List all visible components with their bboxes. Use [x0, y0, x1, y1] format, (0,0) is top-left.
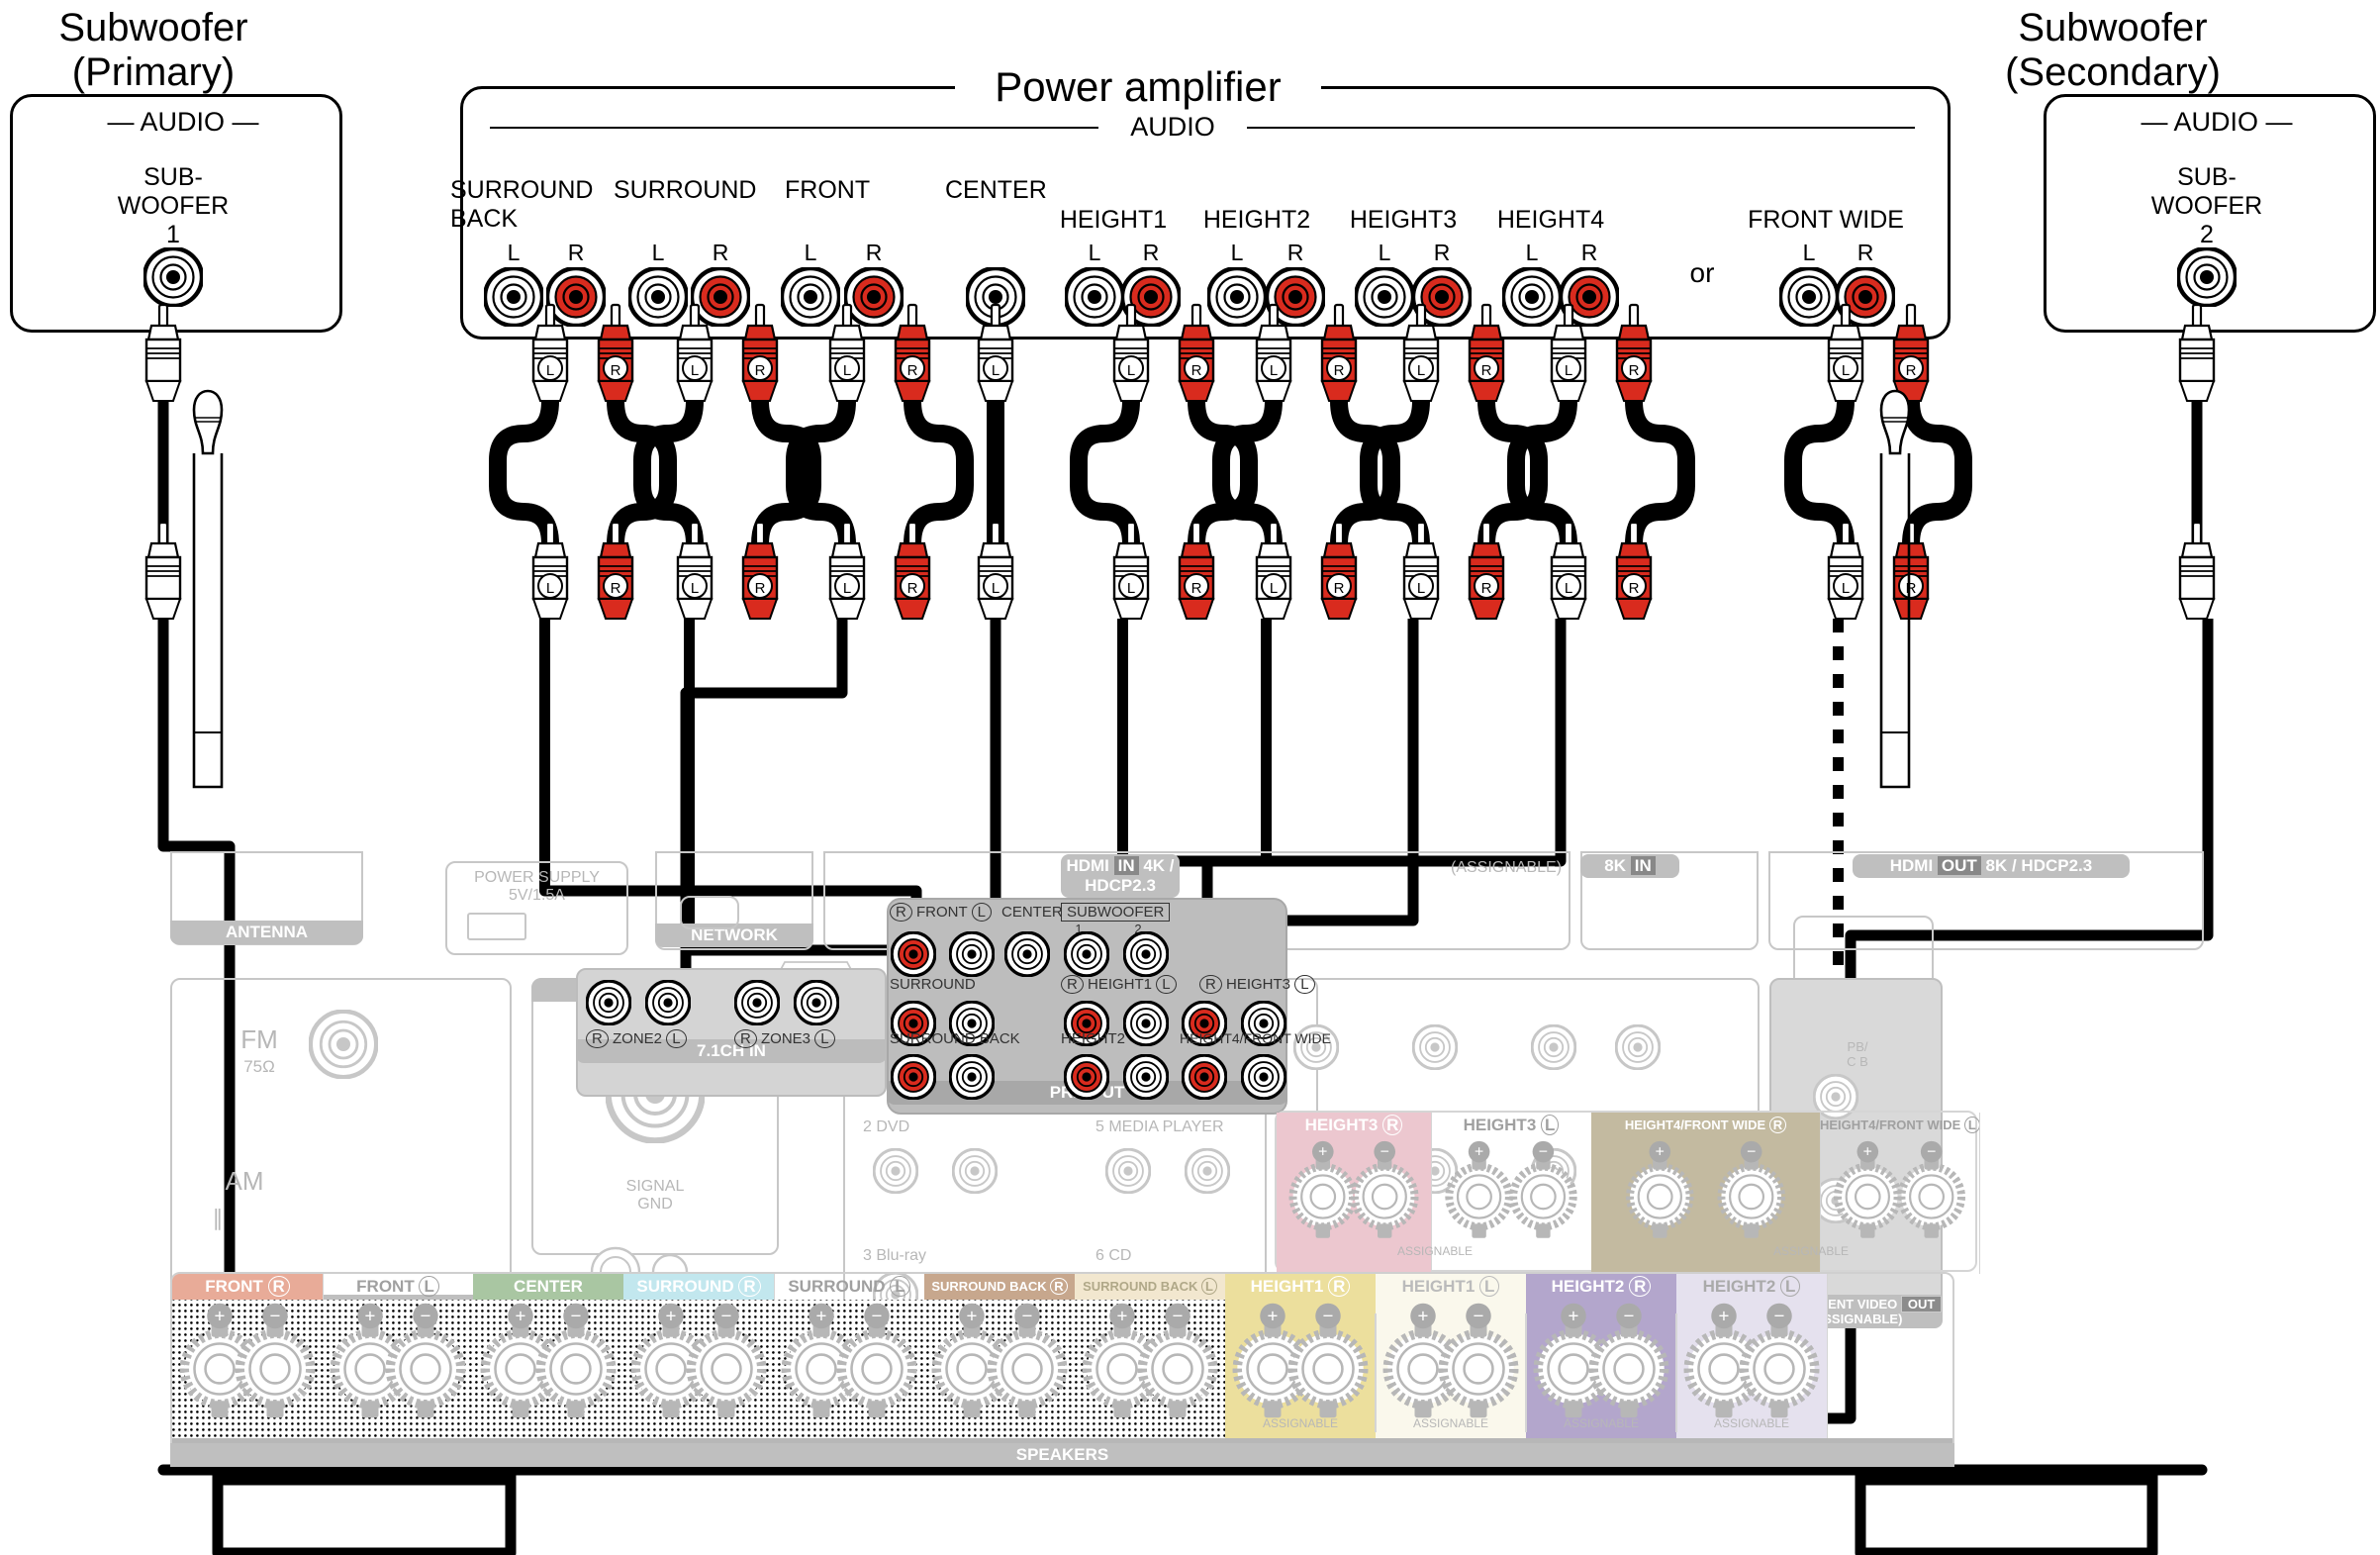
svg-text:+: +: [1719, 1305, 1730, 1325]
svg-text:−: −: [1022, 1305, 1033, 1325]
svg-text:+: +: [1268, 1305, 1279, 1325]
svg-text:+: +: [666, 1305, 677, 1325]
svg-text:+: +: [1475, 1144, 1483, 1161]
svg-text:+: +: [967, 1305, 978, 1325]
svg-text:−: −: [1774, 1305, 1785, 1325]
svg-text:+: +: [1117, 1305, 1128, 1325]
svg-text:−: −: [1539, 1144, 1548, 1161]
svg-text:−: −: [721, 1305, 732, 1325]
svg-text:−: −: [1474, 1305, 1484, 1325]
svg-text:+: +: [516, 1305, 526, 1325]
svg-text:+: +: [1569, 1305, 1579, 1325]
svg-text:−: −: [571, 1305, 582, 1325]
svg-text:−: −: [1323, 1305, 1334, 1325]
svg-text:−: −: [270, 1305, 281, 1325]
svg-text:+: +: [1418, 1305, 1429, 1325]
svg-text:−: −: [1747, 1144, 1756, 1161]
svg-text:+: +: [215, 1305, 226, 1325]
svg-text:−: −: [1927, 1144, 1936, 1161]
svg-text:−: −: [872, 1305, 883, 1325]
svg-text:−: −: [421, 1305, 431, 1325]
svg-text:−: −: [1173, 1305, 1184, 1325]
svg-text:−: −: [1624, 1305, 1635, 1325]
svg-text:+: +: [1863, 1144, 1872, 1161]
svg-text:+: +: [365, 1305, 376, 1325]
svg-text:−: −: [1380, 1144, 1389, 1161]
svg-text:+: +: [816, 1305, 827, 1325]
svg-text:+: +: [1318, 1144, 1327, 1161]
svg-text:+: +: [1656, 1144, 1665, 1161]
